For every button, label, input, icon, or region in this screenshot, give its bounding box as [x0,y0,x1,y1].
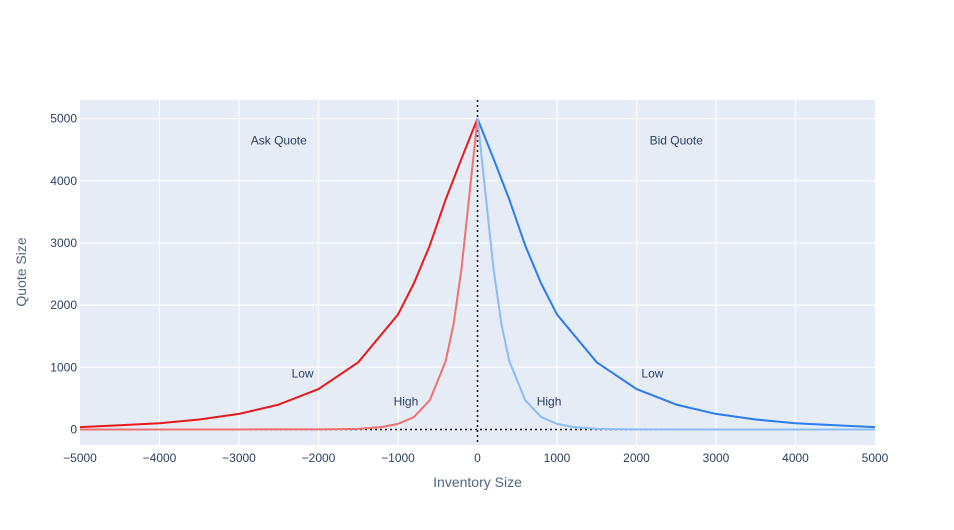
x-tick-label: 5000 [862,451,889,465]
x-tick-label: −2000 [302,451,336,465]
x-tick-label: −5000 [63,451,97,465]
annotation-label: Low [292,367,314,381]
annotation-label: Bid Quote [650,133,704,147]
tick-label-layer: −5000 −4000 −3000 −2000 −1000 0 1000 2000 3000 40… [50,112,888,465]
y-tick-label: 1000 [50,360,77,374]
x-tick-label: 4000 [782,451,809,465]
x-tick-label: 2000 [623,451,650,465]
annotation-layer: Ask Quote Bid Quote Low High High Low [251,133,704,408]
x-tick-label: −1000 [381,451,415,465]
y-tick-label: 3000 [50,236,77,250]
series-line-1 [79,118,479,429]
y-tick-label: 5000 [50,112,77,126]
annotation-label: Low [641,367,663,381]
plot-area [80,100,875,445]
series-line-2 [80,118,479,431]
series-line-3 [476,118,876,429]
y-tick-label: 2000 [50,298,77,312]
annotation-label: High [537,394,562,408]
series-line-4 [476,118,875,431]
y-axis-title: Quote Size [13,237,29,306]
x-tick-label: 3000 [703,451,730,465]
annotation-label: High [394,394,419,408]
y-tick-label: 0 [70,422,77,436]
annotation-label: Ask Quote [251,133,307,147]
x-tick-label: −3000 [222,451,256,465]
x-tick-label: −4000 [143,451,177,465]
series-layer [79,118,876,431]
y-tick-label: 4000 [50,174,77,188]
x-tick-label: 0 [474,451,481,465]
x-axis-title: Inventory Size [433,474,522,490]
x-tick-label: 1000 [544,451,571,465]
